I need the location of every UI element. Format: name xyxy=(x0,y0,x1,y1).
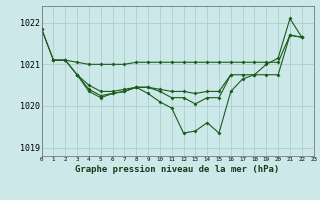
X-axis label: Graphe pression niveau de la mer (hPa): Graphe pression niveau de la mer (hPa) xyxy=(76,165,280,174)
